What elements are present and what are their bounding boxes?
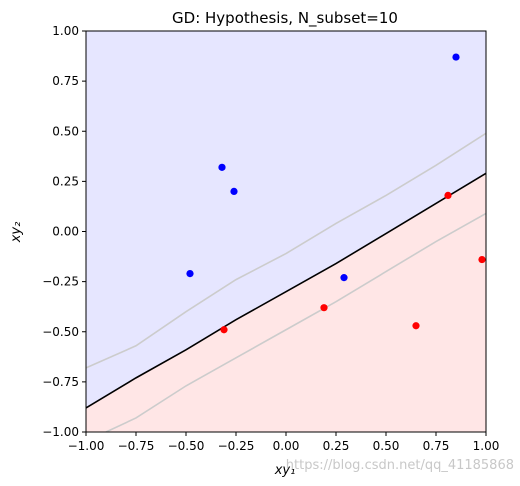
point-series2-5 [412, 322, 420, 330]
decision-boundary-line [86, 172, 486, 409]
decision-boundary-layer [86, 172, 486, 409]
region-negative [86, 173, 486, 432]
y-tick-label: −0.25 [42, 275, 79, 289]
y-tick-label: −0.75 [42, 375, 79, 389]
point-series2-2 [478, 255, 486, 264]
point-series1-4 [186, 270, 194, 278]
y-tick-label: −1.00 [42, 425, 79, 439]
watermark: https://blog.csdn.net/qq_41185868 [286, 458, 514, 473]
ticks: −1.00 −0.75 −0.50 −0.25 0.00 0.25 0.50 0.75 1.00… [42, 24, 499, 453]
point-series1-5 [340, 274, 348, 282]
margin-line-2 [105, 212, 486, 432]
y-tick-label: 0.25 [52, 174, 79, 188]
point-series1-3 [230, 187, 238, 195]
y-tick-label: −0.50 [42, 325, 79, 339]
x-tick-label: 0.50 [373, 439, 400, 453]
margin-line-1 [86, 132, 486, 369]
y-tick-label: 0.00 [52, 225, 79, 239]
y-tick-label: 0.50 [52, 124, 79, 138]
x-tick-label: −0.25 [218, 439, 255, 453]
margin-lines [86, 132, 486, 432]
x-tick-label: −0.50 [168, 439, 205, 453]
point-series2-3 [320, 304, 328, 312]
point-series2-4 [220, 326, 228, 334]
x-tick-label: 1.00 [473, 439, 500, 453]
point-series2-1 [444, 191, 452, 200]
x-tick-label: 0.75 [423, 439, 450, 453]
decision-regions [86, 31, 486, 432]
y-tick-label: 0.75 [52, 74, 79, 88]
y-tick-label: 1.00 [52, 24, 79, 38]
x-tick-label: 0.25 [323, 439, 350, 453]
y-axis-label: xy₂ [9, 222, 24, 244]
x-tick-label: −0.75 [118, 439, 155, 453]
x-tick-label: 0.00 [273, 439, 300, 453]
point-series1-2 [218, 163, 226, 171]
data-points [186, 53, 486, 334]
x-axis-label: xy₁ [274, 463, 296, 478]
point-series1-1 [452, 53, 460, 61]
x-tick-label: −1.00 [68, 439, 105, 453]
chart-title: GD: Hypothesis, N_subset=10 [172, 9, 398, 28]
